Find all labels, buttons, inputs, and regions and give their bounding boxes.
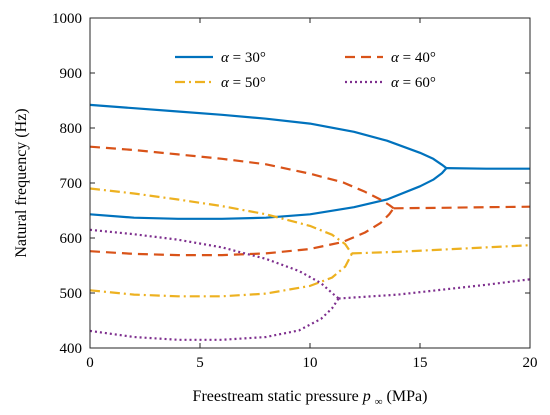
legend: α = 30° α = 40°α = 50° α = 60°	[175, 50, 436, 91]
legend-value: = 30°	[229, 50, 266, 66]
series-3-branch-2	[89, 253, 353, 298]
x-tick-label: 15	[413, 355, 428, 371]
series-1-branch-3	[446, 167, 530, 170]
x-axis-label: Freestream static pressure p ∞ (MPa)	[193, 388, 428, 409]
legend-symbol: α	[221, 50, 230, 66]
series-1-branch-1	[89, 103, 448, 169]
x-axis-label-symbol: p	[362, 388, 371, 405]
plot-lines	[89, 103, 531, 341]
axis-ticks: 0 5 10 15 20 400 500 600 700 800 900 1000	[52, 11, 538, 371]
y-tick-label: 900	[60, 66, 83, 82]
x-tick-label: 10	[303, 355, 318, 371]
series-4-branch-2	[89, 297, 340, 341]
legend-value: = 60°	[399, 75, 436, 91]
x-tick-label: 20	[523, 355, 538, 371]
y-tick-label: 400	[60, 341, 83, 357]
legend-symbol: α	[391, 75, 400, 91]
x-axis-label-unit: (MPa)	[387, 388, 428, 405]
series-1	[89, 103, 530, 220]
series-2-branch-1	[89, 145, 395, 210]
y-tick-label: 600	[60, 231, 83, 247]
x-axis-label-text: Freestream static pressure	[193, 388, 363, 405]
legend-label-1: α = 30°	[221, 50, 266, 66]
axes-box	[89, 17, 531, 349]
legend-value: = 40°	[399, 50, 436, 66]
series-2-branch-2	[89, 207, 395, 257]
y-tick-label: 700	[60, 176, 83, 192]
series-4	[89, 228, 531, 341]
y-axis-label: Natural frequency (Hz)	[13, 108, 30, 257]
series-3	[89, 187, 531, 298]
legend-symbol: α	[221, 75, 230, 91]
legend-symbol: α	[391, 50, 400, 66]
series-3-branch-1	[89, 187, 353, 255]
x-tick-label: 5	[196, 355, 204, 371]
y-tick-label: 800	[60, 121, 83, 137]
series-2	[89, 145, 531, 257]
series-4-branch-3	[338, 278, 531, 300]
series-2-branch-3	[393, 205, 531, 210]
legend-value: = 50°	[229, 75, 266, 91]
legend-label-2: α = 40°	[391, 50, 436, 66]
x-axis-label-subscript: ∞	[375, 396, 383, 408]
legend-label-3: α = 50°	[221, 75, 266, 91]
y-tick-label: 500	[60, 286, 83, 302]
series-1-branch-2	[89, 167, 448, 220]
legend-label-4: α = 60°	[391, 75, 436, 91]
y-tick-label: 1000	[52, 11, 82, 27]
x-tick-label: 0	[86, 355, 94, 371]
series-4-branch-1	[89, 228, 340, 300]
series-3-branch-3	[351, 244, 531, 255]
